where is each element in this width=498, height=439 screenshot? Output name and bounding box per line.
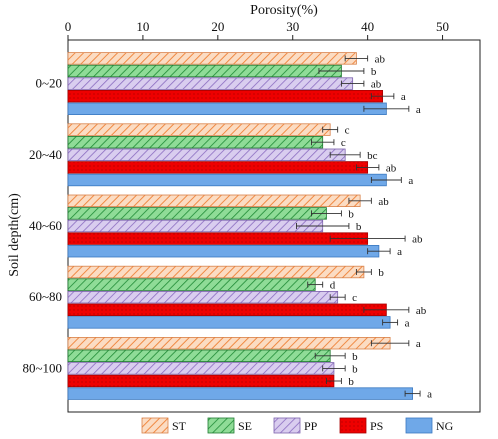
bar-se-4 [67, 349, 331, 363]
bar-ps-2 [67, 232, 369, 245]
bar-se-3 [67, 278, 316, 291]
error-bars [296, 55, 421, 397]
bar-ng-2 [67, 244, 380, 258]
legend-swatch-pp [273, 417, 301, 434]
y-tick-label: 80~100 [22, 360, 62, 375]
legend-label-pp: PP [304, 419, 318, 433]
x-tick-label: 50 [436, 19, 449, 34]
bar-pp-3 [67, 290, 339, 304]
significance-letter: b [356, 221, 362, 233]
significance-letter: b [371, 66, 377, 78]
legend-swatch-st [141, 417, 169, 434]
y-tick-label: 20~40 [29, 147, 62, 162]
legend: ST SE PP PS NG [141, 417, 454, 434]
significance-letter: a [416, 104, 421, 116]
significance-letter: b [348, 208, 354, 220]
significance-letter: bc [367, 150, 378, 162]
bar-se-1 [67, 135, 324, 149]
significance-letter: ab [386, 162, 397, 174]
significance-letter: ab [378, 196, 389, 208]
significance-letter: b [378, 267, 384, 279]
legend-swatch-ps [339, 417, 367, 434]
legend-label-ng: NG [436, 419, 454, 433]
significance-letter: a [408, 175, 413, 187]
significance-letter: b [352, 351, 358, 363]
significance-letter: c [341, 137, 346, 149]
bar-ps-4 [67, 374, 335, 388]
y-axis-title: Soil depth(cm) [7, 193, 22, 277]
x-tick-label: 30 [286, 19, 299, 34]
bar-st-1 [67, 123, 331, 136]
significance-letter: c [345, 125, 350, 137]
bar-pp-4 [67, 362, 335, 375]
y-tick-label: 60~80 [29, 289, 62, 304]
x-tick-label: 0 [65, 19, 72, 34]
bar-st-4 [67, 336, 391, 350]
bar-ng-1 [67, 173, 387, 187]
significance-letter: ab [371, 79, 382, 91]
significance-letter: a [397, 246, 402, 258]
bar-st-2 [67, 194, 361, 208]
bar-ps-3 [67, 303, 387, 317]
significance-letter: b [348, 376, 354, 388]
significance-letter: b [352, 363, 358, 375]
x-axis-ticks: 0 10 20 30 40 50 [65, 19, 449, 40]
legend-label-ps: PS [370, 419, 383, 433]
significance-letter: c [352, 292, 357, 304]
bar-pp-0 [67, 77, 354, 90]
bar-series [67, 52, 413, 400]
legend-label-se: SE [238, 419, 252, 433]
y-tick-label: 40~60 [29, 218, 62, 233]
legend-swatch-se [207, 417, 235, 434]
significance-letter: a [416, 338, 421, 350]
significance-letter: ab [416, 305, 427, 317]
bar-se-0 [67, 64, 342, 78]
legend-swatch-ng [405, 417, 433, 434]
bar-st-0 [67, 52, 357, 65]
bar-pp-2 [67, 219, 324, 233]
significance-letter: d [330, 280, 336, 292]
x-tick-label: 10 [136, 19, 149, 34]
legend-label-st: ST [172, 419, 187, 433]
significance-letter: ab [375, 53, 386, 65]
y-axis-ticks: 0~20 20~40 40~60 60~80 80~100 [22, 76, 73, 375]
significance-letter: a [427, 389, 432, 401]
significance-letter: ab [412, 234, 423, 246]
bar-se-2 [67, 207, 327, 220]
bar-ng-4 [67, 387, 413, 400]
bar-pp-1 [67, 148, 346, 162]
y-tick-label: 0~20 [35, 76, 62, 91]
bar-ng-3 [67, 316, 391, 329]
bar-st-3 [67, 265, 365, 279]
significance-letter: a [401, 91, 406, 103]
significance-letter: a [405, 317, 410, 329]
x-tick-label: 40 [361, 19, 374, 34]
bar-ng-0 [67, 102, 387, 116]
x-tick-label: 20 [211, 19, 224, 34]
x-axis-title: Porosity(%) [250, 3, 318, 18]
bar-ps-1 [67, 161, 369, 174]
bar-ps-0 [67, 90, 384, 103]
